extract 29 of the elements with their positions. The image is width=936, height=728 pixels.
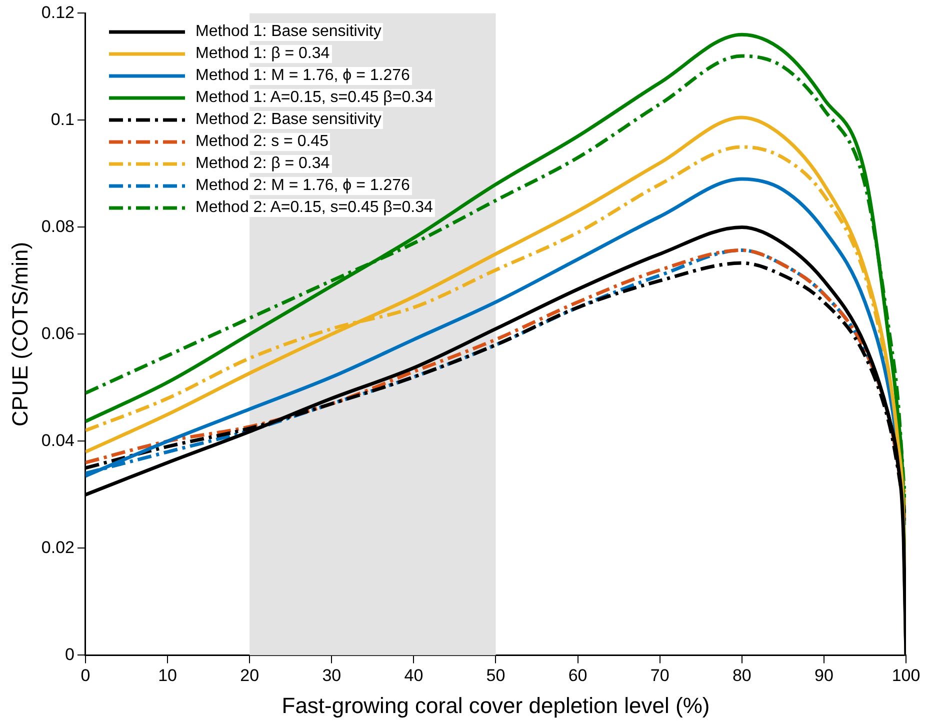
legend-label: Method 1: A=0.15, s=0.45 β=0.34: [193, 89, 435, 108]
y-tick-label: 0.12: [41, 2, 74, 22]
y-tick-label: 0.02: [41, 538, 74, 557]
x-tick-label: 20: [240, 666, 260, 686]
x-axis-title: Fast-growing coral cover depletion level (%): [282, 692, 710, 718]
y-tick-label: 0.06: [41, 324, 74, 343]
legend-label: Method 2: Base sensitivity: [193, 111, 384, 130]
y-axis-title: CPUE (COTS/min): [7, 242, 32, 426]
x-tick-label: 80: [732, 666, 752, 686]
legend-label: Method 2: A=0.15, s=0.45 β=0.34: [193, 199, 435, 218]
legend-label: Method 2: M = 1.76, ϕ = 1.276: [193, 177, 412, 196]
legend-label: Method 2: s = 0.45: [193, 133, 330, 152]
x-tick-label: 100: [892, 666, 920, 686]
x-tick-label: 30: [322, 666, 342, 686]
x-tick-label: 70: [650, 666, 670, 686]
legend-label: Method 1: Base sensitivity: [193, 23, 384, 42]
x-tick-label: 60: [568, 666, 588, 686]
y-tick-label: 0: [65, 644, 74, 664]
y-tick-label: 0.1: [50, 110, 74, 129]
x-tick-label: 10: [158, 666, 177, 686]
legend-label: Method 2: β = 0.34: [193, 155, 332, 174]
x-tick-label: 50: [486, 666, 506, 686]
y-tick-label: 0.08: [41, 216, 74, 236]
legend-label: Method 1: β = 0.34: [193, 45, 332, 64]
x-tick-label: 40: [404, 666, 424, 686]
x-tick-label: 0: [80, 666, 90, 686]
legend-label: Method 1: M = 1.76, ϕ = 1.276: [193, 67, 412, 86]
y-tick-label: 0.04: [41, 430, 74, 450]
x-tick-label: 90: [814, 666, 834, 686]
